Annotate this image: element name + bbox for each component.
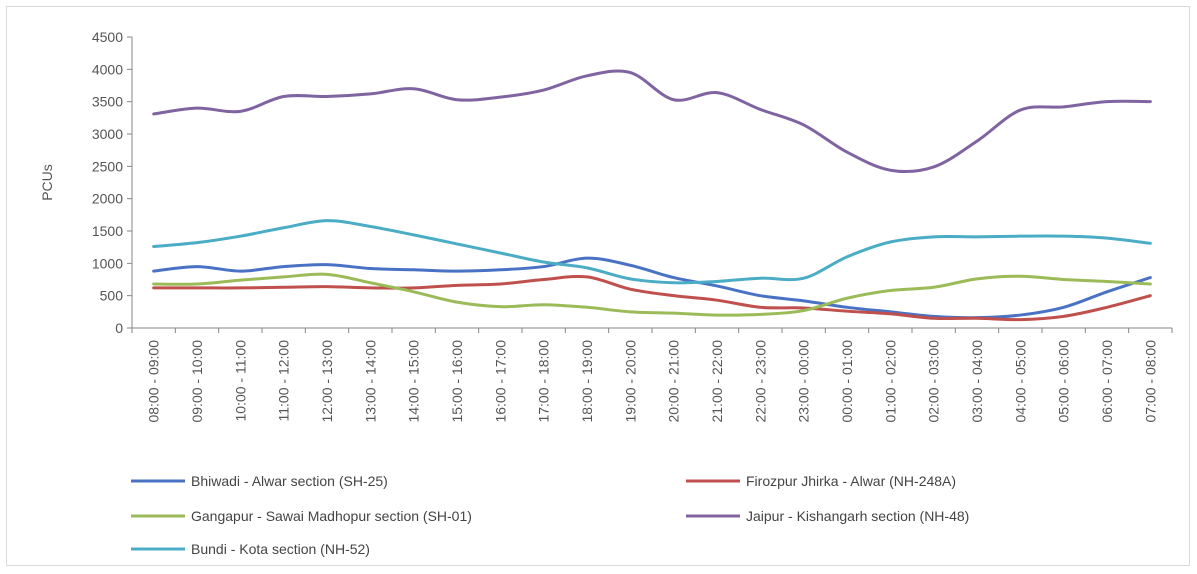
x-tick-label: 16:00 - 17:00 (492, 340, 508, 423)
x-tick-label: 22:00 - 23:00 (752, 340, 768, 423)
y-tick-label: 3500 (92, 94, 123, 110)
y-tick-label: 3000 (92, 126, 123, 142)
x-tick-label: 04:00 - 05:00 (1012, 340, 1028, 423)
legend-label: Firozpur Jhirka - Alwar (NH-248A) (746, 473, 956, 489)
y-axis-title: PCUs (39, 164, 55, 201)
x-tick-label: 19:00 - 20:00 (622, 340, 638, 423)
x-tick-label: 17:00 - 18:00 (536, 340, 552, 423)
y-tick-label: 0 (115, 320, 123, 336)
legend-label: Bhiwadi - Alwar section (SH-25) (191, 473, 388, 489)
x-tick-label: 11:00 - 12:00 (276, 340, 292, 422)
x-tick-label: 07:00 - 08:00 (1142, 340, 1158, 423)
x-tick-label: 14:00 - 15:00 (406, 340, 422, 423)
series-line-bundi-kota-section-nh-52 (152, 219, 1152, 285)
x-tick-label: 02:00 - 03:00 (926, 340, 942, 423)
x-tick-label: 01:00 - 02:00 (882, 340, 898, 423)
x-tick-label: 08:00 - 09:00 (146, 340, 162, 423)
x-tick-label: 05:00 - 06:00 (1056, 340, 1072, 423)
x-tick-label: 23:00 - 00:00 (796, 340, 812, 423)
legend-label: Jaipur - Kishangarh section (NH-48) (746, 508, 969, 524)
x-tick-label: 00:00 - 01:00 (839, 340, 855, 423)
x-tick-label: 20:00 - 21:00 (666, 340, 682, 423)
x-tick-label: 13:00 - 14:00 (362, 340, 378, 423)
y-tick-label: 4000 (92, 61, 123, 77)
x-tick-label: 10:00 - 11:00 (232, 340, 248, 422)
legend-label: Gangapur - Sawai Madhopur section (SH-01… (191, 508, 472, 524)
chart-frame (6, 6, 1190, 566)
x-tick-label: 12:00 - 13:00 (319, 340, 335, 423)
x-tick-label: 18:00 - 19:00 (579, 340, 595, 423)
series-line-gangapur-sawai-madhopur-section-sh-01 (152, 272, 1152, 317)
x-tick-label: 09:00 - 10:00 (189, 340, 205, 423)
series-line-firozpur-jhirka-alwar-nh-248a (152, 274, 1152, 322)
y-tick-label: 4500 (92, 29, 123, 45)
series-line-jaipur-kishangarh-section-nh-48 (152, 69, 1152, 174)
y-tick-label: 2500 (92, 158, 123, 174)
y-tick-label: 500 (100, 288, 124, 304)
x-tick-label: 15:00 - 16:00 (449, 340, 465, 423)
y-tick-label: 2000 (92, 191, 123, 207)
y-tick-label: 1500 (92, 223, 123, 239)
x-tick-label: 06:00 - 07:00 (1099, 340, 1115, 423)
x-tick-label: 03:00 - 04:00 (969, 340, 985, 423)
x-tick-label: 21:00 - 22:00 (709, 340, 725, 423)
legend-label: Bundi - Kota section (NH-52) (191, 541, 370, 557)
y-tick-label: 1000 (92, 255, 123, 271)
